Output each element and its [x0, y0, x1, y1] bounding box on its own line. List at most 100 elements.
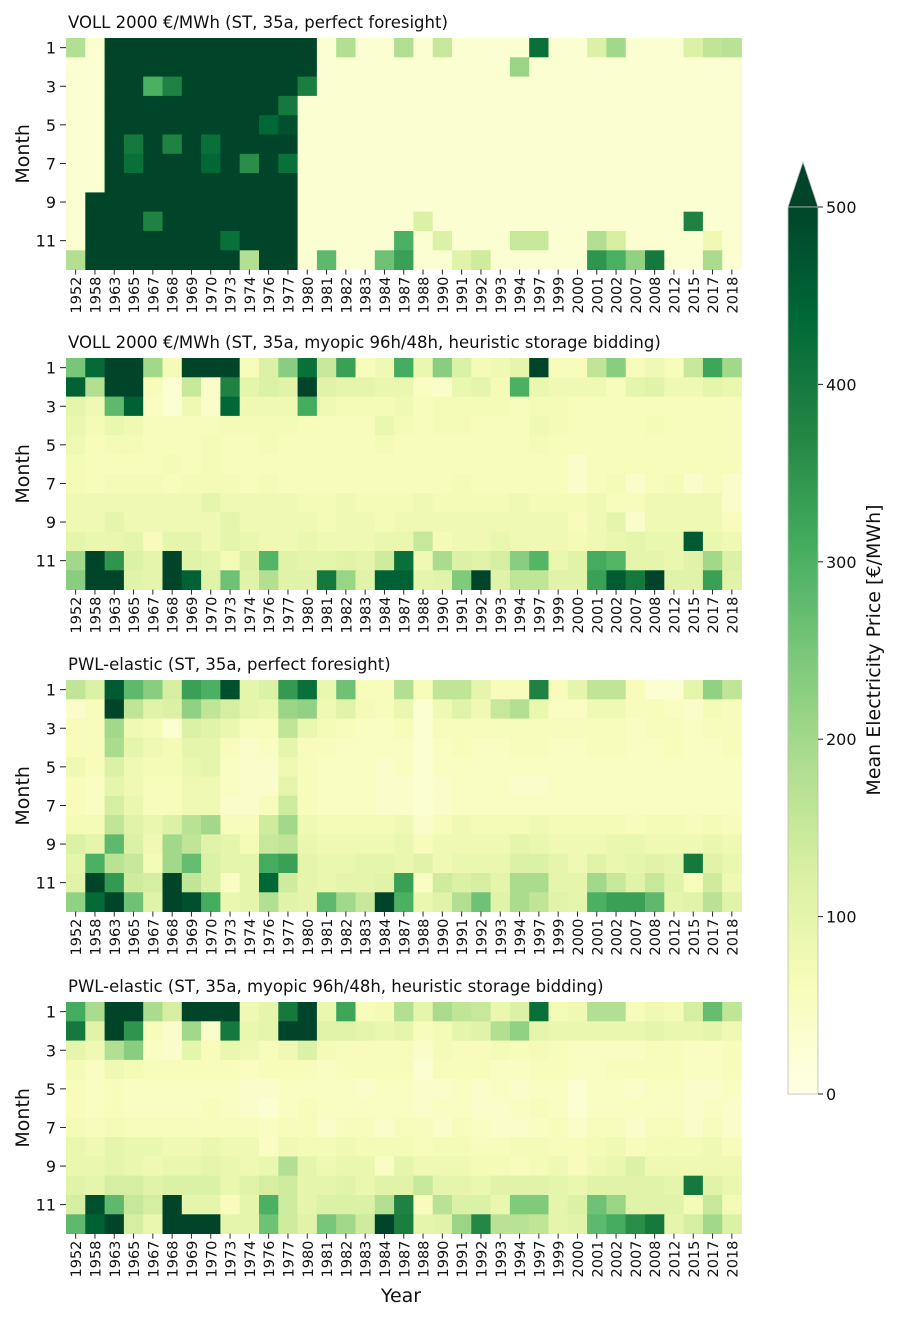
panel-title: PWL-elastic (ST, 35a, myopic 96h/48h, he…	[68, 977, 604, 996]
heatmap-cell	[143, 76, 163, 97]
heatmap-cell	[104, 551, 125, 571]
x-tick-label: 1988	[417, 597, 433, 634]
heatmap-cell	[355, 531, 376, 552]
heatmap-cell	[162, 415, 183, 436]
heatmap-cell	[85, 1195, 105, 1215]
heatmap-cell	[374, 153, 395, 174]
heatmap-cell	[490, 1175, 511, 1196]
colorbar-gradient	[787, 206, 819, 1095]
x-tick-label: 1984	[378, 277, 394, 314]
heatmap-cell	[567, 173, 588, 193]
heatmap-cell	[432, 76, 453, 97]
heatmap-cell	[452, 493, 472, 513]
heatmap-cell	[683, 795, 704, 816]
heatmap-cell	[529, 192, 549, 213]
heatmap-cell	[394, 38, 414, 58]
heatmap-cell	[201, 76, 221, 97]
heatmap-cell	[702, 454, 723, 475]
x-tick-label: 1991	[455, 1241, 471, 1278]
heatmap-cell	[336, 1002, 356, 1022]
heatmap-cell	[625, 396, 646, 417]
x-tick-label: 2018	[725, 277, 741, 314]
x-tick-label: 2001	[590, 1241, 606, 1278]
heatmap-cell	[355, 173, 376, 193]
heatmap-cell	[587, 680, 607, 700]
heatmap-cell	[664, 115, 684, 135]
heatmap-cell	[181, 358, 202, 378]
heatmap-cell	[143, 1098, 163, 1119]
colorbar-tick-label: 300	[826, 553, 857, 572]
heatmap-cell	[432, 815, 453, 835]
heatmap-cell	[239, 795, 260, 816]
heatmap-cell	[587, 757, 607, 777]
heatmap-cell	[355, 358, 376, 378]
x-tick-label: 2002	[610, 919, 626, 956]
heatmap-cell	[394, 211, 414, 232]
heatmap-cell	[259, 192, 279, 213]
heatmap-cell	[702, 1040, 723, 1061]
heatmap-cell	[316, 718, 337, 739]
heatmap-cell	[548, 1175, 569, 1196]
heatmap-cell	[104, 192, 125, 213]
heatmap-cell	[529, 1214, 549, 1234]
heatmap-cell	[336, 192, 356, 213]
heatmap-cell	[259, 892, 279, 912]
x-tick-label: 1992	[474, 277, 490, 314]
heatmap-cell	[123, 1059, 144, 1080]
heatmap-cell	[471, 718, 491, 739]
heatmap-cell	[278, 795, 298, 816]
heatmap-cell	[297, 1079, 318, 1099]
heatmap-cell	[645, 892, 665, 912]
heatmap-cell	[259, 493, 279, 513]
heatmap-cell	[220, 1040, 241, 1061]
heatmap-cell	[722, 737, 742, 758]
heatmap-cell	[683, 1175, 704, 1196]
heatmap-cell	[413, 1021, 434, 1041]
heatmap-cell	[471, 1117, 491, 1138]
heatmap-cell	[548, 473, 569, 494]
heatmap-cell	[606, 173, 627, 193]
heatmap-cell	[394, 1117, 414, 1138]
heatmap-cell	[625, 737, 646, 758]
x-tick-label: 1993	[494, 919, 510, 956]
heatmap-cell	[452, 192, 472, 213]
heatmap-cell	[587, 1214, 607, 1234]
heatmap-cell	[625, 892, 646, 912]
heatmap-cell	[297, 57, 318, 77]
heatmap-cell	[413, 435, 434, 455]
heatmap-cell	[471, 776, 491, 797]
x-tick-label: 2007	[629, 277, 645, 314]
heatmap-cell	[702, 718, 723, 739]
heatmap-cell	[259, 435, 279, 455]
heatmap-cell	[394, 95, 414, 116]
heatmap-cell	[239, 173, 260, 193]
heatmap-cell	[683, 1117, 704, 1138]
heatmap-cell	[374, 95, 395, 116]
heatmap-cell	[529, 396, 549, 417]
heatmap-cell	[625, 95, 646, 116]
heatmap-cell	[259, 211, 279, 232]
heatmap-cell	[181, 699, 202, 719]
heatmap-cell	[567, 1002, 588, 1022]
heatmap-cell	[394, 250, 414, 270]
heatmap-cell	[625, 1175, 646, 1196]
heatmap-cell	[220, 415, 241, 436]
heatmap-cell	[278, 1002, 298, 1022]
heatmap-cell	[548, 38, 569, 58]
heatmap-cell	[509, 435, 530, 455]
x-tick-label: 1981	[320, 919, 336, 956]
heatmap-cell	[625, 134, 646, 155]
heatmap-cell	[336, 531, 356, 552]
heatmap-cell	[336, 396, 356, 417]
heatmap-cell	[548, 1040, 569, 1061]
heatmap-cell	[123, 250, 144, 270]
heatmap-cell	[143, 1079, 163, 1099]
heatmap-cell	[722, 1137, 742, 1157]
x-tick-label: 1990	[436, 277, 452, 314]
x-tick-label: 1952	[69, 277, 85, 314]
heatmap-cell	[471, 1156, 491, 1177]
heatmap-cell	[85, 570, 105, 590]
heatmap-cell	[201, 1079, 221, 1099]
heatmap-cell	[606, 231, 627, 251]
heatmap-cell	[432, 873, 453, 893]
